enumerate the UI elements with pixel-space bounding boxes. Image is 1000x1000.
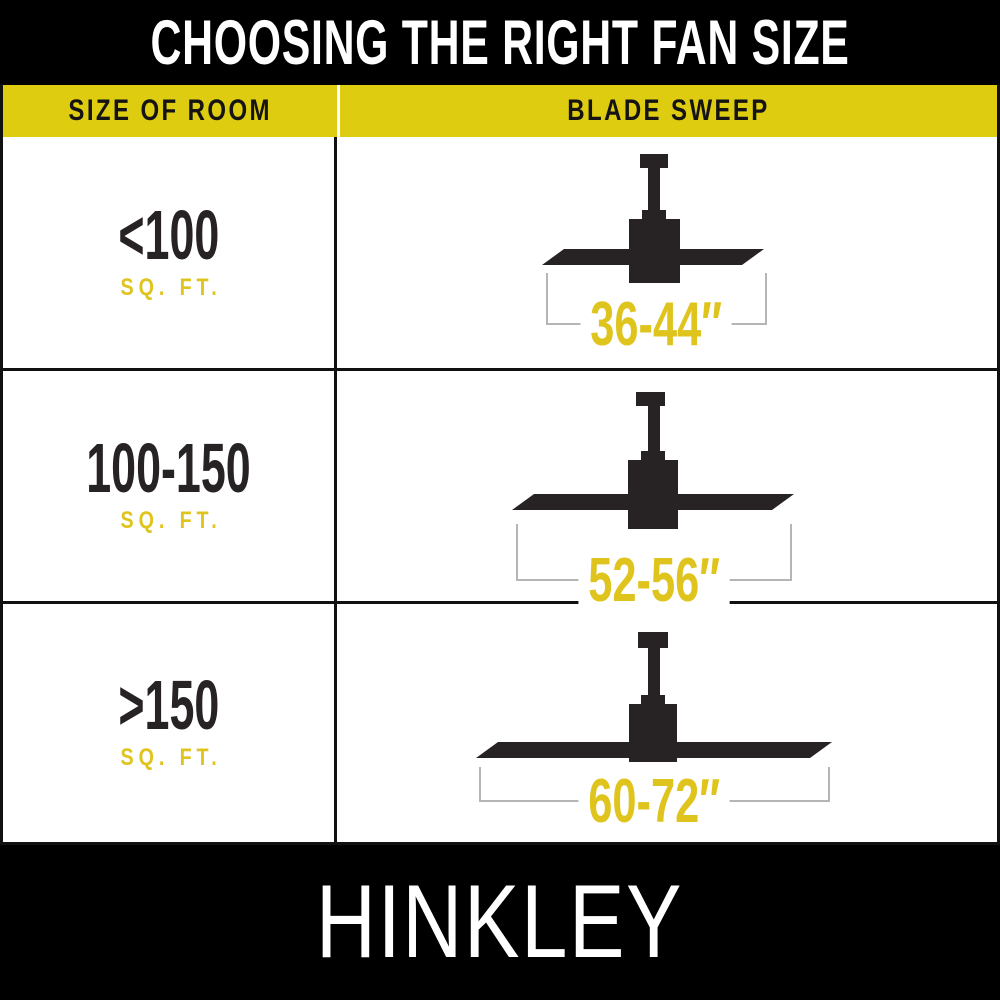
fan-downrod-icon <box>648 405 660 456</box>
room-size-value: >150 <box>118 666 219 744</box>
blade-sweep-value: 36-44″ <box>580 294 733 356</box>
fan-mount-icon <box>636 392 665 406</box>
fan-size-table: <100 SQ. FT. 36-44″ 100-150 <box>0 137 1000 845</box>
fan-collar-icon <box>641 695 665 705</box>
brand-logo: HINKLEY <box>316 864 684 980</box>
fan-mount-icon <box>638 632 668 648</box>
blade-sweep-value: 52-56″ <box>578 550 730 612</box>
table-header-row: SIZE OF ROOM BLADE SWEEP <box>0 85 1000 137</box>
bottom-banner: HINKLEY <box>0 845 1000 1000</box>
blade-sweep-cell: 52-56″ <box>337 371 997 612</box>
room-unit-label: SQ. FT. <box>120 507 222 534</box>
fan-collar-icon <box>641 451 665 461</box>
room-size-cell: >150 SQ. FT. <box>3 604 337 842</box>
room-size-value: 100-150 <box>86 429 251 507</box>
blade-sweep-cell: 36-44″ <box>337 137 997 368</box>
column-header-blade-sweep: BLADE SWEEP <box>567 94 770 127</box>
fan-downrod-icon <box>648 167 660 214</box>
fan-blades-icon <box>512 494 794 510</box>
table-row: >150 SQ. FT. 60-72″ <box>3 604 997 845</box>
header-cell-blade-sweep: BLADE SWEEP <box>340 85 997 137</box>
header-column-divider <box>337 85 340 137</box>
blade-sweep-label: 52-56″ <box>516 550 792 612</box>
blade-sweep-label: 36-44″ <box>546 294 767 356</box>
blade-sweep-value: 60-72″ <box>578 771 731 833</box>
fan-collar-icon <box>642 210 666 220</box>
fan-downrod-icon <box>648 647 660 697</box>
header-cell-size-of-room: SIZE OF ROOM <box>3 85 337 137</box>
fan-blades-icon <box>542 249 764 265</box>
fan-mount-icon <box>640 154 668 168</box>
table-row: 100-150 SQ. FT. 52-56″ <box>3 371 997 612</box>
blade-sweep-label: 60-72″ <box>479 771 830 833</box>
top-banner: CHOOSING THE RIGHT FAN SIZE <box>0 0 1000 85</box>
page-title: CHOOSING THE RIGHT FAN SIZE <box>150 7 850 78</box>
room-size-cell: 100-150 SQ. FT. <box>3 371 337 601</box>
room-size-value: <100 <box>118 195 219 274</box>
column-header-size-of-room: SIZE OF ROOM <box>68 94 272 127</box>
fan-blades-icon <box>476 742 832 758</box>
room-unit-label: SQ. FT. <box>120 744 222 771</box>
room-size-cell: <100 SQ. FT. <box>3 137 337 368</box>
table-row: <100 SQ. FT. 36-44″ <box>3 137 997 371</box>
room-unit-label: SQ. FT. <box>120 273 222 301</box>
blade-sweep-cell: 60-72″ <box>337 604 997 842</box>
